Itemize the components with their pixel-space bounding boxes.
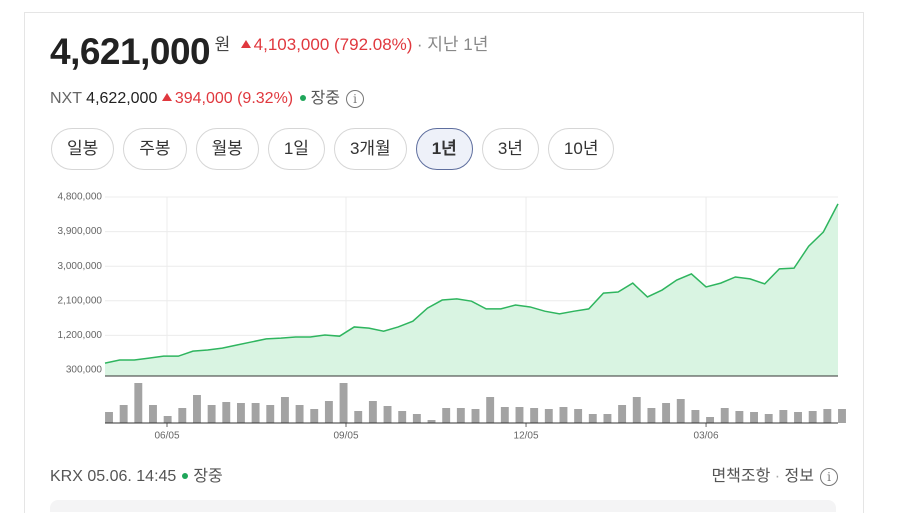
volume-bar (750, 412, 758, 423)
period-tab[interactable]: 1년 (415, 128, 473, 170)
disclaimer[interactable]: 면책조항 (711, 468, 771, 485)
volume-bar (280, 397, 289, 423)
volume-bar (808, 411, 817, 423)
volume-bar (427, 420, 436, 423)
volume-bar (486, 397, 495, 423)
period-tab[interactable]: 1일 (267, 128, 325, 170)
volume-bar (412, 414, 421, 423)
volume-bar (691, 410, 700, 423)
bottom-box (50, 500, 836, 512)
area (105, 203, 838, 376)
volume-bar (662, 403, 671, 423)
volume-bar (647, 408, 656, 423)
volume-bar (456, 408, 465, 423)
period-tab[interactable]: 주봉 (123, 128, 187, 170)
exchange-time: KRX 05.06. 14:45 (50, 468, 177, 485)
volume-bar (251, 403, 260, 423)
volume-bar (471, 409, 480, 423)
volume-bar (324, 401, 333, 423)
y-tick-label: 2,100,000 (58, 295, 103, 306)
info-link[interactable]: 정보 (784, 468, 814, 485)
footer-left: KRX 05.06. 14:45 장중 (50, 462, 223, 486)
chart: 300,000 1,200,000 2,100,000 3,000,000 3,900,… (58, 192, 846, 442)
volume-bar (368, 401, 377, 423)
volume-bar (266, 405, 275, 423)
y-tick-label: 3,900,000 (58, 226, 103, 237)
nxt-change-text: 394,000 (9.32%) (174, 90, 294, 107)
volume-bar (339, 383, 348, 423)
period: 지난 1년 (427, 35, 489, 54)
volume-bar (559, 407, 568, 423)
volume-bar (500, 407, 509, 423)
volume-bar (544, 409, 553, 423)
volume-bar (442, 408, 451, 423)
volume-bar (676, 399, 685, 423)
nxt-status: 장중 (310, 90, 341, 107)
volume-bar (178, 408, 187, 423)
volume-bar (530, 408, 539, 423)
period-tabs: 일봉 주봉 월봉 1일 3개월 1년 3년 10년 (51, 128, 615, 170)
volume-bar (735, 411, 744, 423)
unit: 원 (214, 35, 231, 54)
volume-bar (632, 397, 641, 423)
info-icon[interactable]: i (820, 468, 838, 486)
volume-bar (706, 417, 715, 423)
line (104, 203, 839, 364)
volume-bar (193, 395, 201, 423)
x-tick-label: 09/05 (333, 431, 358, 442)
y-tick-label: 3,000,000 (58, 261, 103, 272)
volume-bar (119, 405, 128, 423)
y-tick-label: 1,200,000 (58, 330, 103, 341)
volume-bar (588, 414, 597, 423)
nxt-label: NXT (50, 90, 82, 107)
volume-bar (603, 414, 612, 423)
price-row: 4,621,000 원 4,103,000 (792.08%) · 지난 1년 (50, 31, 489, 72)
volume-bar (207, 405, 216, 423)
volume-bar (222, 402, 231, 423)
period-tab[interactable]: 3개월 (333, 128, 407, 170)
volume-bar (236, 403, 245, 423)
volume-bar (149, 405, 157, 423)
period-tab[interactable]: 월봉 (195, 128, 259, 170)
volume-bar (574, 409, 583, 423)
volume-bar (295, 405, 304, 423)
nxt-change: 394,000 (9.32%) (161, 90, 294, 107)
change: 4,103,000 (792.08%) (240, 35, 413, 54)
price: 4,621,000 (50, 31, 211, 72)
volume-bar (134, 383, 143, 423)
market-status: 장중 (193, 468, 223, 485)
y-tick-label: 4,800,000 (58, 192, 103, 203)
volume-bar (838, 409, 846, 423)
volume-bar (105, 412, 113, 423)
period-tab[interactable]: 일봉 (51, 128, 115, 170)
volume-bar (618, 405, 627, 423)
volume-bar (310, 409, 319, 423)
volume-bar (354, 411, 363, 423)
change-text: 4,103,000 (792.08%) (253, 35, 413, 54)
volume-bar (398, 411, 407, 423)
volume-bar (779, 410, 788, 423)
x-tick-label: 06/05 (154, 431, 179, 442)
volume-bar (823, 409, 832, 423)
info-icon[interactable]: i (346, 90, 365, 108)
x-tick-label: 03/06 (694, 431, 719, 442)
panel (24, 12, 864, 513)
y-tick-label: 300,000 (66, 365, 103, 376)
footer-right: 면책조항 · 정보 i (711, 462, 838, 486)
period-tab[interactable]: 10년 (547, 128, 615, 170)
x-tick-label: 12/05 (514, 431, 539, 442)
volume-bar (383, 406, 392, 423)
volume-bar (720, 408, 729, 423)
nxt-price: 4,622,000 (86, 90, 158, 107)
volume-bar (515, 407, 524, 423)
volume-bar (764, 414, 773, 423)
volume-bar (163, 416, 172, 423)
nxt-row: NXT 4,622,000 394,000 (9.32%) 장중 i (50, 84, 365, 108)
volume-bar (794, 412, 802, 423)
period-tab[interactable]: 3년 (481, 128, 539, 170)
